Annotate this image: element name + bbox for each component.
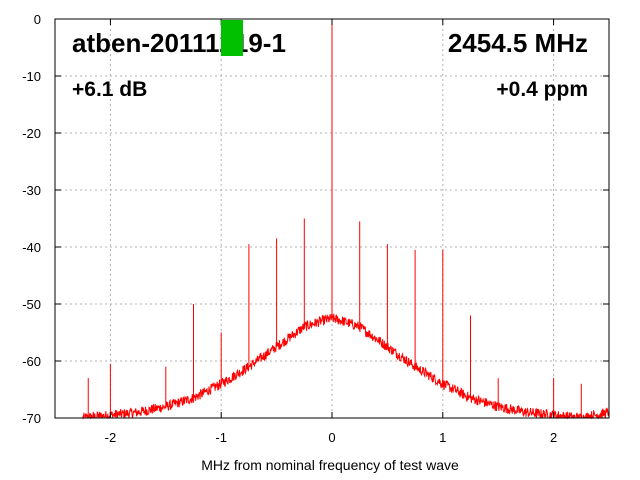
gain-label: +6.1 dB bbox=[72, 78, 147, 101]
x-tick-label: -2 bbox=[105, 430, 117, 445]
y-tick-label: -10 bbox=[22, 69, 41, 84]
y-tick-label: -30 bbox=[22, 183, 41, 198]
y-tick-label: -60 bbox=[22, 354, 41, 369]
axis-ticks: -2 -1 0 1 20-10-20-30-40-50-60-70 bbox=[22, 12, 609, 445]
x-tick-label: 1 bbox=[439, 430, 446, 445]
frequency-label: 2454.5 MHz bbox=[448, 28, 588, 58]
device-label: atben-20111219-1 bbox=[72, 28, 286, 58]
y-tick-label: -40 bbox=[22, 240, 41, 255]
green-marker bbox=[221, 20, 243, 56]
y-tick-label: -20 bbox=[22, 126, 41, 141]
x-axis-label: MHz from nominal frequency of test wave bbox=[201, 457, 459, 473]
noise-floor-line bbox=[82, 313, 610, 420]
spectrum-series bbox=[82, 19, 610, 420]
y-tick-label: 0 bbox=[34, 12, 41, 27]
offset-label: +0.4 ppm bbox=[496, 78, 588, 101]
y-tick-label: -50 bbox=[22, 297, 41, 312]
x-tick-label: 2 bbox=[550, 430, 557, 445]
y-tick-label: -70 bbox=[22, 411, 41, 426]
x-tick-label: 0 bbox=[328, 430, 335, 445]
x-tick-label: -1 bbox=[215, 430, 227, 445]
